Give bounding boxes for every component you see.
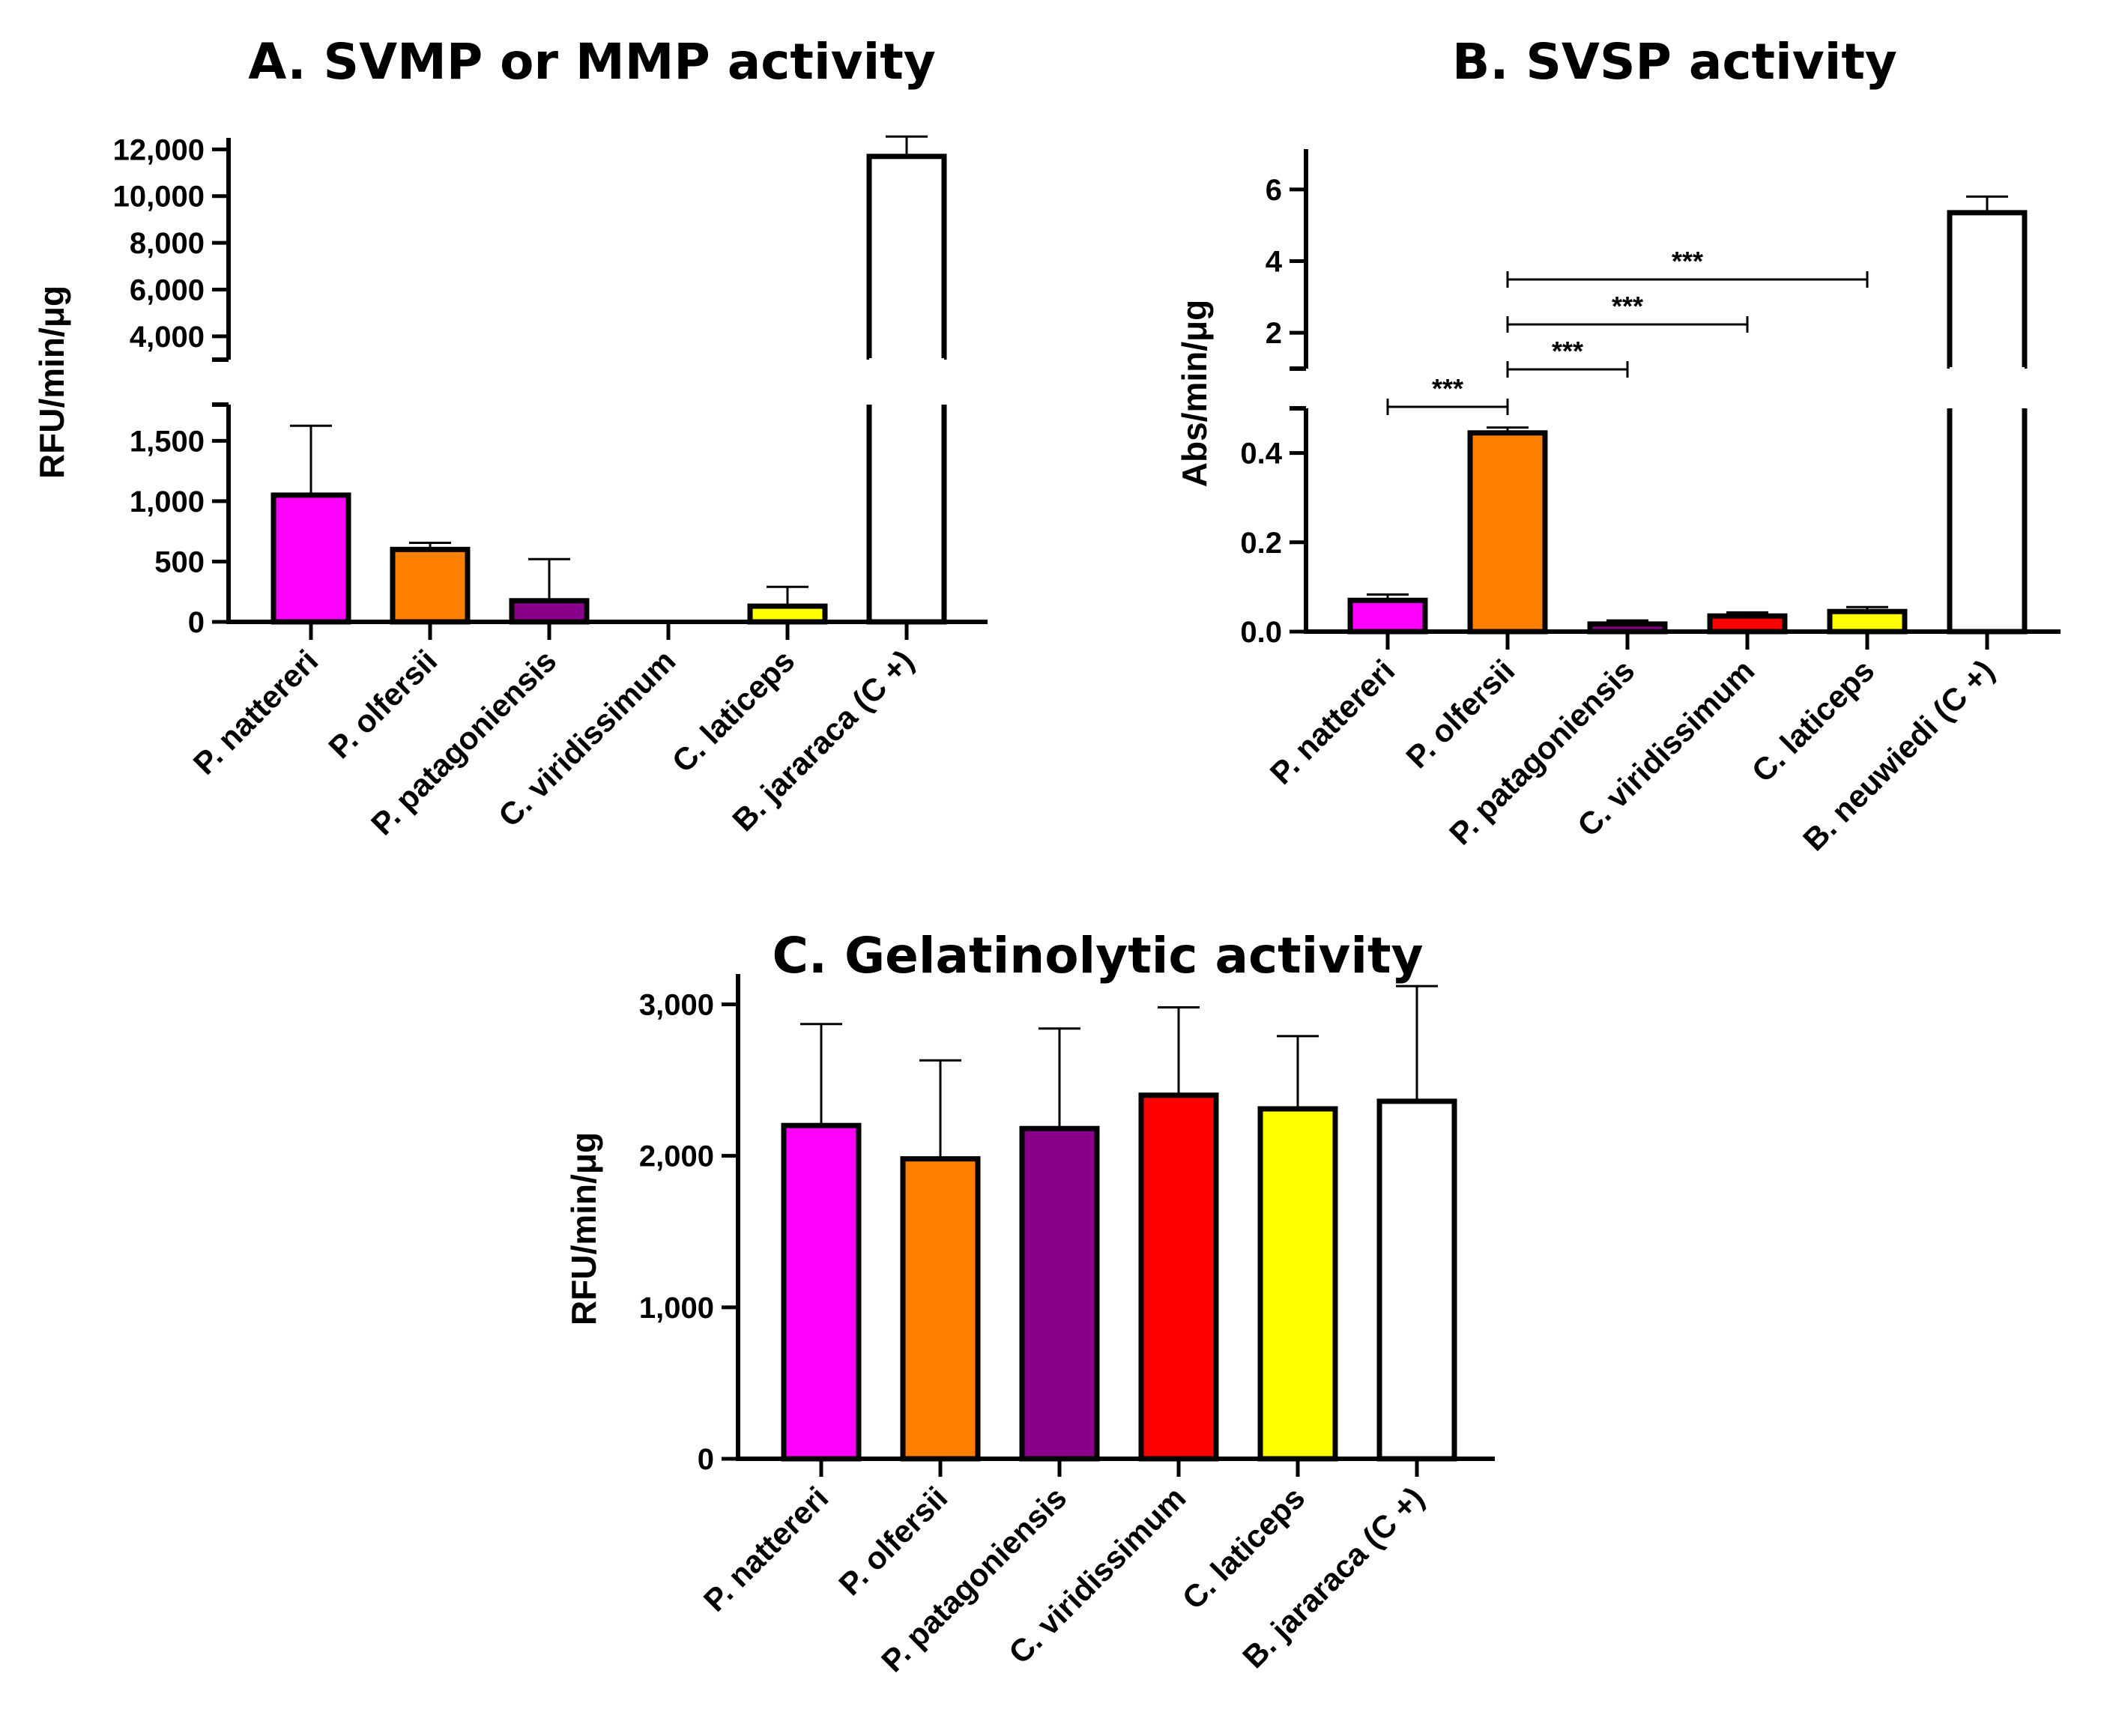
panel-c-y-tick-label: 0 <box>698 1443 714 1476</box>
panel-c-bar <box>1019 1125 1100 1462</box>
panel-c-y-tick-label: 2,000 <box>639 1140 714 1173</box>
panel-b-bar-upper <box>1947 210 2028 369</box>
panel-a-chart: A. SVMP or MMP activity RFU/min/μg 4,000… <box>32 33 988 842</box>
panel-a-title: A. SVMP or MMP activity <box>248 33 936 91</box>
panel-b-y-upper-tick-label: 6 <box>1266 174 1282 207</box>
panel-c-y-tick-label: 3,000 <box>639 988 714 1021</box>
panel-a-bar-upper-fill <box>869 358 944 363</box>
panel-b-bar <box>1707 613 1788 635</box>
panel-a-y-tick-label: 1,500 <box>130 425 205 458</box>
panel-b-category-label: P. nattereri <box>1263 653 1402 791</box>
panel-c-category-label: P. nattereri <box>697 1480 835 1618</box>
panel-c-bar <box>1376 1098 1457 1462</box>
panel-b-significance-label: *** <box>1432 373 1463 404</box>
panel-b-y-tick-label: 0.4 <box>1240 438 1282 471</box>
panel-b-significance-label: *** <box>1552 336 1583 366</box>
panel-a-y-upper-tick-label: 10,000 <box>113 181 205 214</box>
panel-a-bar <box>747 603 828 625</box>
panel-b-bar-upper-fill <box>1950 367 2025 372</box>
panel-b-y-tick-label: 0.2 <box>1240 527 1282 560</box>
panel-a-y-tick-label: 1,000 <box>130 486 205 518</box>
panel-b-y-axis-label: Abs/min/μg <box>1175 300 1214 487</box>
panel-a-bar <box>390 546 471 625</box>
panel-a-bar-upper <box>866 154 947 360</box>
panel-b-y-upper-tick-label: 4 <box>1266 246 1283 279</box>
panel-b-chart: B. SVSP activity Abs/min/μg 2 4 6 0.0 0.2 0.… <box>1175 33 2061 857</box>
panel-b-title: B. SVSP activity <box>1452 33 1897 91</box>
panel-c-title: C. Gelatinolytic activity <box>772 927 1423 985</box>
panel-c-bar <box>900 1156 981 1462</box>
panel-c-bar <box>1138 1092 1219 1462</box>
panel-a-category-label: P. nattereri <box>187 643 325 781</box>
panel-a-y-upper-tick-label: 6,000 <box>130 273 205 306</box>
panel-a-category-label: P. olfersii <box>321 643 444 765</box>
panel-a-y-tick-label: 0 <box>188 606 205 639</box>
panel-a-y-axis-label: RFU/min/μg <box>32 285 71 479</box>
panel-a-bar <box>270 492 351 625</box>
panel-c-y-axis-label: RFU/min/μg <box>564 1132 603 1325</box>
panel-a-y-upper-tick-label: 4,000 <box>130 321 205 354</box>
panel-b-bar <box>1467 430 1548 635</box>
panel-c-category-label: P. olfersii <box>832 1480 954 1602</box>
panel-c-bar <box>781 1122 862 1462</box>
panel-a-bar <box>509 598 590 625</box>
panel-b-significance-label: *** <box>1612 291 1643 321</box>
panel-b-bar <box>1347 597 1428 635</box>
panel-b-bar <box>1827 608 1908 635</box>
panel-b-significance-label: *** <box>1672 246 1703 276</box>
panel-b-bar <box>1947 408 2028 635</box>
panel-a-y-upper-tick-label: 8,000 <box>130 227 205 260</box>
panel-a-y-tick-label: 500 <box>154 545 205 578</box>
panel-a-bar <box>866 405 947 625</box>
panel-c-y-tick-label: 1,000 <box>639 1292 714 1325</box>
panel-b-y-upper-tick-label: 2 <box>1266 317 1282 350</box>
panel-c-chart: C. Gelatinolytic activity RFU/min/μg 0 1,… <box>564 927 1495 1679</box>
panel-c-bar <box>1257 1106 1338 1462</box>
panel-b-category-label: P. olfersii <box>1399 653 1521 775</box>
panel-b-y-tick-label: 0.0 <box>1240 616 1282 649</box>
panel-a-y-upper-tick-label: 12,000 <box>113 133 205 166</box>
